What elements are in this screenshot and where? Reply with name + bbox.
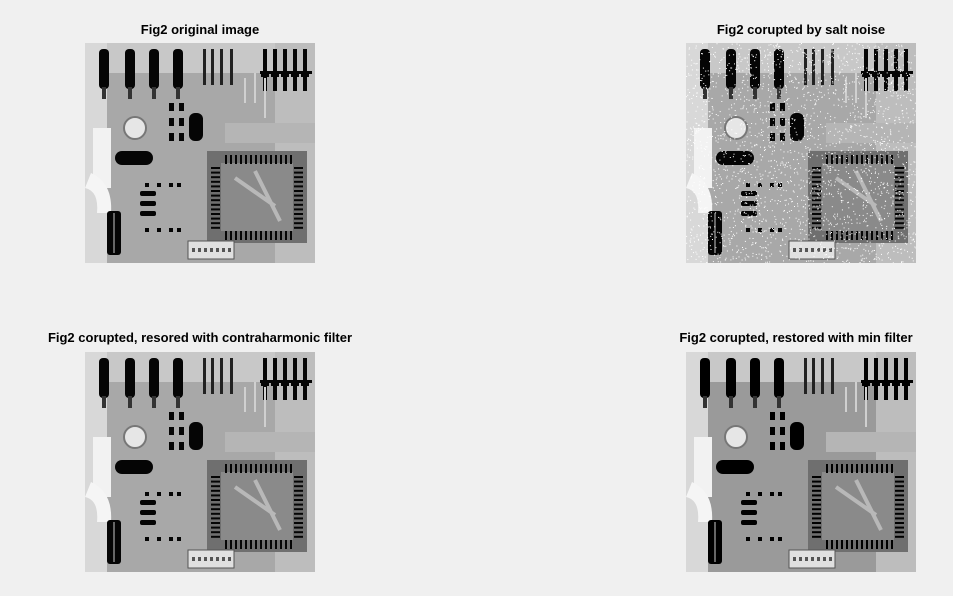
panel-title: Fig2 corupted by salt noise — [716, 22, 886, 37]
circuit-board-image — [85, 43, 315, 263]
panel-title: Fig2 original image — [140, 22, 260, 37]
circuit-board-min-filter-image — [686, 352, 916, 572]
panel-min-filter: Fig2 corupted, restored with min filter — [679, 330, 916, 575]
panel-salt-noise: Fig2 corupted by salt noise — [686, 22, 916, 267]
panel-contraharmonic: Fig2 corupted, resored with contraharmon… — [48, 330, 352, 575]
panel-title: Fig2 corupted, resored with contraharmon… — [47, 330, 353, 345]
panel-original: Fig2 original image — [85, 22, 315, 267]
panel-title: Fig2 corupted, restored with min filter — [679, 330, 913, 345]
circuit-board-noisy-image — [686, 43, 916, 263]
circuit-board-contraharmonic-image — [85, 352, 315, 572]
